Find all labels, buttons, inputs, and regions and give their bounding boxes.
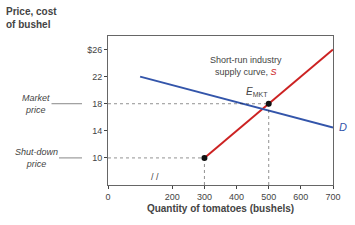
svg-text:18: 18 bbox=[92, 99, 102, 109]
svg-text:500: 500 bbox=[261, 192, 276, 202]
svg-text:Quantity of tomatoes (bushels): Quantity of tomatoes (bushels) bbox=[147, 203, 294, 214]
svg-text:D: D bbox=[339, 121, 347, 133]
svg-text:200: 200 bbox=[165, 192, 180, 202]
svg-text:/ /: / / bbox=[151, 172, 159, 182]
svg-text:400: 400 bbox=[229, 192, 244, 202]
svg-text:700: 700 bbox=[325, 192, 340, 202]
svg-text:14: 14 bbox=[92, 126, 102, 136]
svg-text:22: 22 bbox=[92, 72, 102, 82]
svg-text:10: 10 bbox=[92, 153, 102, 163]
svg-text:300: 300 bbox=[197, 192, 212, 202]
svg-text:600: 600 bbox=[293, 192, 308, 202]
svg-text:E​MKT​: E​MKT​ bbox=[246, 86, 268, 98]
svg-text:0: 0 bbox=[105, 192, 110, 202]
svg-text:$26: $26 bbox=[87, 45, 102, 55]
svg-text:Price, costof bushel: Price, costof bushel bbox=[6, 6, 57, 30]
svg-text:Shut-downprice: Shut-downprice bbox=[15, 147, 58, 169]
svg-text:Marketprice: Marketprice bbox=[22, 93, 50, 115]
svg-text:Short-run industrysupply curve: Short-run industrysupply curve, S bbox=[210, 55, 282, 77]
